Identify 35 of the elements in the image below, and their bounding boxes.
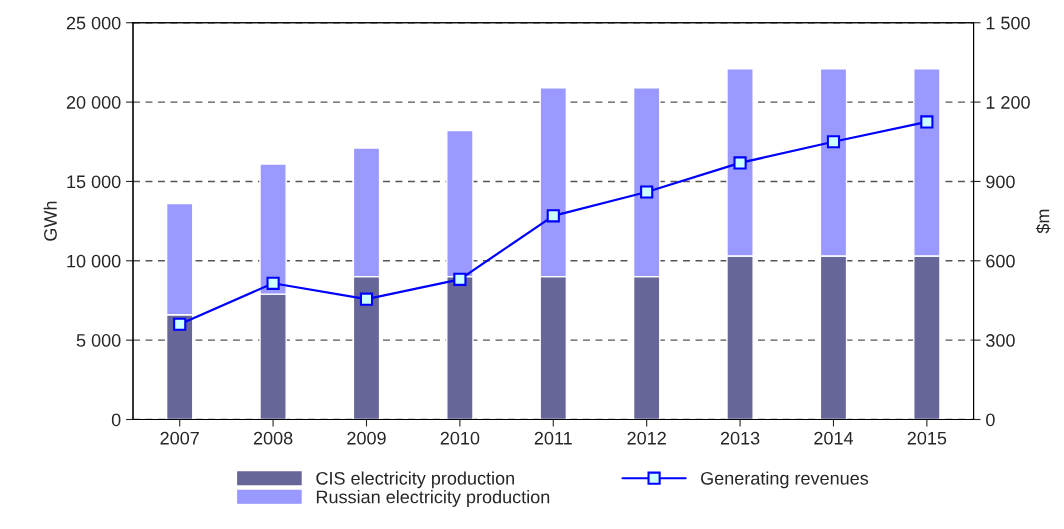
y-tick-label: 0: [111, 413, 121, 427]
y2-axis-title: $m: [1035, 209, 1051, 234]
y-tick-label: 5 000: [76, 334, 121, 347]
legend-label: Generating revenues: [701, 471, 869, 489]
x-tick-label: 2007: [160, 431, 199, 445]
legend-label: CIS electricity production: [316, 471, 514, 489]
point: [733, 156, 747, 170]
y-tick-label: 25 000: [66, 16, 121, 30]
point: [920, 115, 934, 129]
point: [640, 185, 654, 199]
y-tick-label: 10 000: [67, 254, 121, 268]
y2-tick-label: 900: [986, 175, 1015, 189]
y2-tick-label: 600: [986, 254, 1015, 268]
x-tick-label: 2014: [814, 431, 854, 445]
point: [826, 135, 841, 149]
x-tick-label: 2008: [253, 431, 293, 445]
y-axis-title: GWh: [43, 201, 57, 241]
y2-tick-label: 300: [986, 334, 1015, 347]
point: [266, 276, 280, 290]
point: [173, 317, 187, 331]
point: [546, 209, 560, 223]
point: [453, 272, 467, 286]
x-tick-label: 2015: [907, 431, 947, 445]
y2-tick-label: 1 500: [986, 16, 1030, 30]
legend-label: Russian electricity production: [316, 490, 550, 507]
point: [359, 292, 374, 306]
x-tick-label: 2010: [440, 431, 480, 445]
x-tick-label: 2012: [627, 431, 666, 445]
y-tick-label: 20 000: [66, 96, 121, 109]
y2-tick-label: 1 200: [986, 96, 1030, 109]
y2-tick-label: 0: [986, 413, 995, 427]
y-tick-label: 15 000: [67, 175, 121, 189]
x-tick-label: 2013: [720, 431, 760, 445]
x-tick-label: 2011: [534, 431, 572, 445]
x-tick-label: 2009: [347, 431, 386, 445]
